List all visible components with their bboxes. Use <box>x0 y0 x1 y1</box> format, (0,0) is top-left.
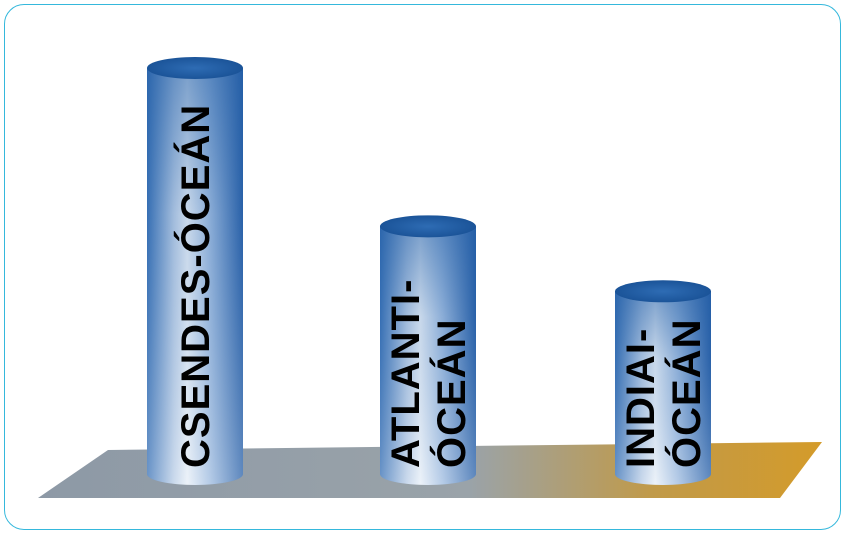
bar-3: INDIAI- ÓCEÁN <box>615 280 711 485</box>
bar-1: CSENDES-ÓCEÁN <box>147 57 243 485</box>
bars-group: CSENDES-ÓCEÁN ATLANTI- ÓCEÁN INDIAI- ÓCEÁN <box>147 57 711 485</box>
bar-2: ATLANTI- ÓCEÁN <box>380 215 476 485</box>
bar-top <box>615 280 711 303</box>
bar-top <box>147 57 243 79</box>
bar-label-2-line-1: ATLANTI- <box>384 279 428 468</box>
bar-top <box>380 215 476 238</box>
bar-shade <box>147 68 243 485</box>
bar-shade <box>380 226 476 485</box>
bar-label-1-line-1: CSENDES-ÓCEÁN <box>172 104 218 468</box>
bar-shade <box>615 291 711 485</box>
bar-label-3-line-1: INDIAI- <box>619 328 663 468</box>
bar-label-3-line-2: ÓCEÁN <box>663 319 709 468</box>
bar-label-2-line-2: ÓCEÁN <box>428 319 474 468</box>
